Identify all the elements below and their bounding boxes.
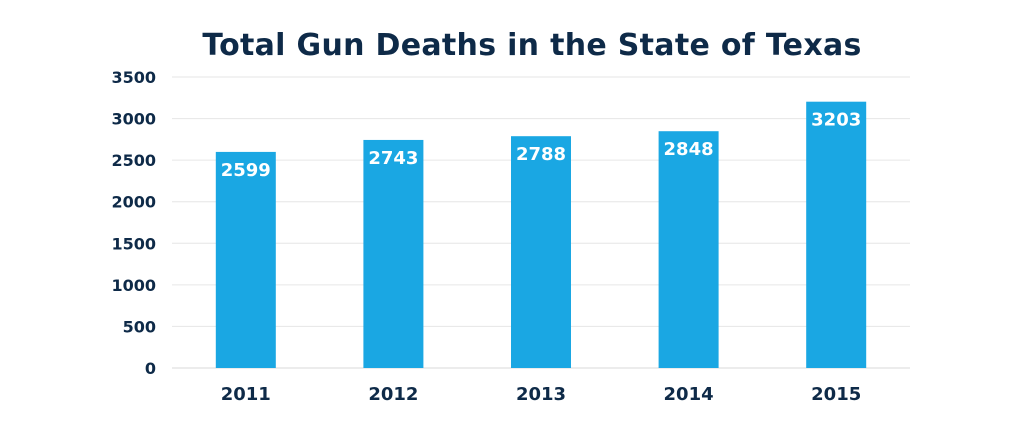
y-tick-label: 500 [123,317,156,336]
y-tick-label: 3000 [111,110,156,129]
bar-2012 [363,139,424,368]
bar-2013 [511,136,571,368]
data-label: 2599 [221,160,271,181]
bar-2011 [215,151,276,368]
y-tick-label: 3500 [111,68,156,87]
y-axis-ticks: 0 500 1000 1500 2000 2500 3000 3500 [111,68,156,378]
y-tick-label: 2500 [111,151,156,170]
x-category-label: 2014 [664,384,714,405]
x-category-label: 2012 [368,384,418,405]
data-labels: 2599 2743 2788 2848 3203 [221,110,862,181]
data-label: 2743 [368,148,418,169]
y-tick-label: 0 [145,359,156,378]
y-tick-label: 1000 [111,276,156,295]
data-label: 2788 [516,144,566,165]
chart-title: Total Gun Deaths in the State of Texas [202,28,862,63]
data-label: 2848 [664,139,714,160]
x-axis-categories: 2011 2012 2013 2014 2015 [221,384,862,405]
x-category-label: 2015 [811,384,861,405]
data-label: 3203 [811,110,861,131]
x-category-label: 2013 [516,384,566,405]
bar-2015 [806,101,867,369]
y-tick-label: 1500 [111,234,156,253]
y-tick-label: 2000 [111,193,156,212]
x-category-label: 2011 [221,384,271,405]
bar-2014 [658,131,719,368]
bars [215,101,867,369]
